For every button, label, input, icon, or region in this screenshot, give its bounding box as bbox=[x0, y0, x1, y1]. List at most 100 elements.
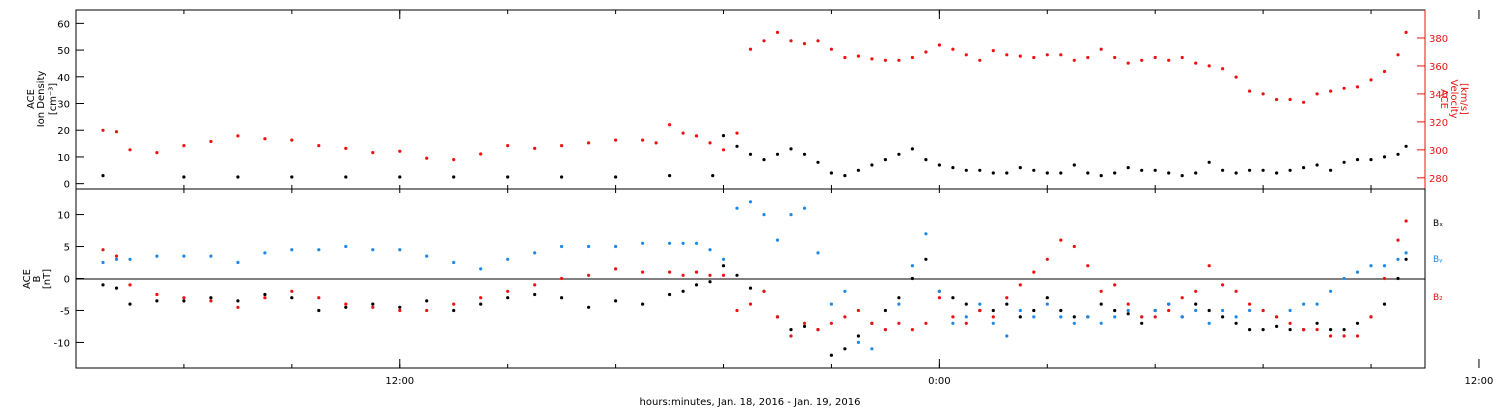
bx-point bbox=[1382, 302, 1387, 306]
bx-point bbox=[748, 286, 753, 290]
bx-point bbox=[1126, 312, 1130, 316]
velocity-point bbox=[856, 54, 861, 58]
ion-density-point bbox=[883, 158, 888, 162]
bz-point bbox=[816, 328, 820, 332]
bx-point bbox=[560, 296, 564, 300]
ion-density-point bbox=[506, 175, 510, 179]
ion-density-point bbox=[1404, 144, 1408, 148]
velocity-point bbox=[263, 137, 267, 141]
by-point bbox=[789, 213, 793, 217]
bz-point bbox=[735, 308, 739, 313]
ion-density-point bbox=[1153, 168, 1157, 172]
velocity-point bbox=[1315, 92, 1319, 96]
bz-point bbox=[1153, 315, 1157, 319]
bx-point bbox=[101, 283, 105, 287]
velocity-point bbox=[128, 148, 132, 152]
velocity-point bbox=[937, 43, 942, 47]
ion-density-point bbox=[1140, 168, 1144, 172]
by-point bbox=[802, 206, 807, 210]
velocity-point bbox=[317, 144, 321, 148]
bx-point bbox=[1221, 315, 1225, 319]
velocity-point bbox=[155, 151, 159, 155]
bx-point bbox=[1342, 328, 1346, 332]
density-tick-label: 10 bbox=[57, 153, 70, 164]
velocity-point bbox=[209, 139, 213, 144]
bz-point bbox=[1180, 296, 1184, 300]
density-tick-label: 40 bbox=[57, 73, 70, 84]
velocity-point bbox=[1396, 53, 1400, 57]
ion-density-point bbox=[1329, 168, 1333, 172]
bfield-tick-label: 5 bbox=[64, 243, 70, 254]
ion-density-point bbox=[870, 163, 874, 167]
ion-density-point bbox=[1126, 166, 1130, 170]
velocity-point bbox=[735, 131, 739, 135]
by-point bbox=[641, 241, 645, 245]
velocity-axis-label-line2: Velocity bbox=[1448, 79, 1459, 118]
ion-density-point bbox=[398, 175, 402, 179]
by-point bbox=[1126, 308, 1130, 313]
bz-point bbox=[155, 292, 159, 297]
velocity-point bbox=[1099, 47, 1103, 51]
bz-point bbox=[978, 308, 982, 313]
bx-point bbox=[735, 273, 739, 277]
velocity-tick-label: 360 bbox=[1429, 62, 1448, 73]
velocity-point bbox=[654, 141, 658, 145]
velocity-point bbox=[1153, 55, 1157, 60]
velocity-point bbox=[425, 156, 429, 160]
by-point bbox=[1153, 308, 1157, 313]
velocity-point bbox=[816, 39, 820, 43]
bz-point bbox=[789, 334, 793, 338]
velocity-point bbox=[1194, 61, 1198, 65]
bx-point bbox=[1045, 296, 1049, 300]
bz-point bbox=[1382, 276, 1387, 281]
velocity-point bbox=[344, 146, 348, 150]
bz-point bbox=[721, 273, 726, 277]
bx-point bbox=[1355, 321, 1360, 325]
bx-point bbox=[398, 305, 402, 309]
bz-point bbox=[694, 270, 699, 274]
by-point bbox=[506, 257, 510, 261]
bz-point bbox=[1234, 289, 1238, 293]
velocity-tick-label: 300 bbox=[1429, 146, 1448, 157]
time-tick-label: 12:00 bbox=[385, 376, 414, 387]
velocity-point bbox=[1221, 67, 1225, 71]
bz-point bbox=[1207, 264, 1211, 268]
bx-point bbox=[991, 308, 995, 313]
bx-point bbox=[951, 296, 955, 300]
bx-point bbox=[1404, 257, 1408, 261]
bx-point bbox=[1005, 302, 1009, 306]
bz-point bbox=[1396, 238, 1400, 242]
ion-density-point bbox=[1045, 171, 1049, 175]
ion-density-point bbox=[856, 168, 861, 172]
velocity-tick-label: 280 bbox=[1429, 174, 1448, 185]
bx-point bbox=[371, 302, 375, 306]
bfield-tick-label: 10 bbox=[57, 211, 70, 222]
bz-point bbox=[452, 302, 456, 306]
velocity-point bbox=[1302, 100, 1306, 104]
velocity-point bbox=[1329, 89, 1333, 93]
velocity-point bbox=[668, 123, 672, 127]
bx-point bbox=[843, 347, 847, 351]
bz-point bbox=[1072, 244, 1076, 249]
time-tick-label: 12:00 bbox=[1465, 376, 1494, 387]
ion-density-point bbox=[1315, 163, 1319, 167]
bx-point bbox=[897, 296, 901, 300]
velocity-point bbox=[789, 39, 793, 43]
ion-density-velocity-panel: 0 10 20 30 40 50 60 280 300 320 340 360 380 ACE Ion… bbox=[26, 9, 1469, 191]
bz-point bbox=[614, 267, 618, 271]
ion-density-point bbox=[910, 147, 915, 151]
ion-density-point bbox=[802, 152, 807, 156]
bx-point bbox=[236, 299, 240, 303]
bz-point bbox=[762, 289, 766, 293]
bz-point bbox=[910, 328, 915, 332]
bz-point bbox=[924, 321, 928, 325]
bz-point bbox=[236, 305, 240, 309]
by-point bbox=[317, 248, 321, 252]
velocity-point bbox=[681, 131, 685, 135]
bx-point bbox=[964, 302, 968, 306]
ion-density-point bbox=[1221, 168, 1225, 172]
bz-point bbox=[1126, 302, 1130, 306]
velocity-point bbox=[829, 47, 834, 51]
velocity-point bbox=[897, 58, 901, 62]
